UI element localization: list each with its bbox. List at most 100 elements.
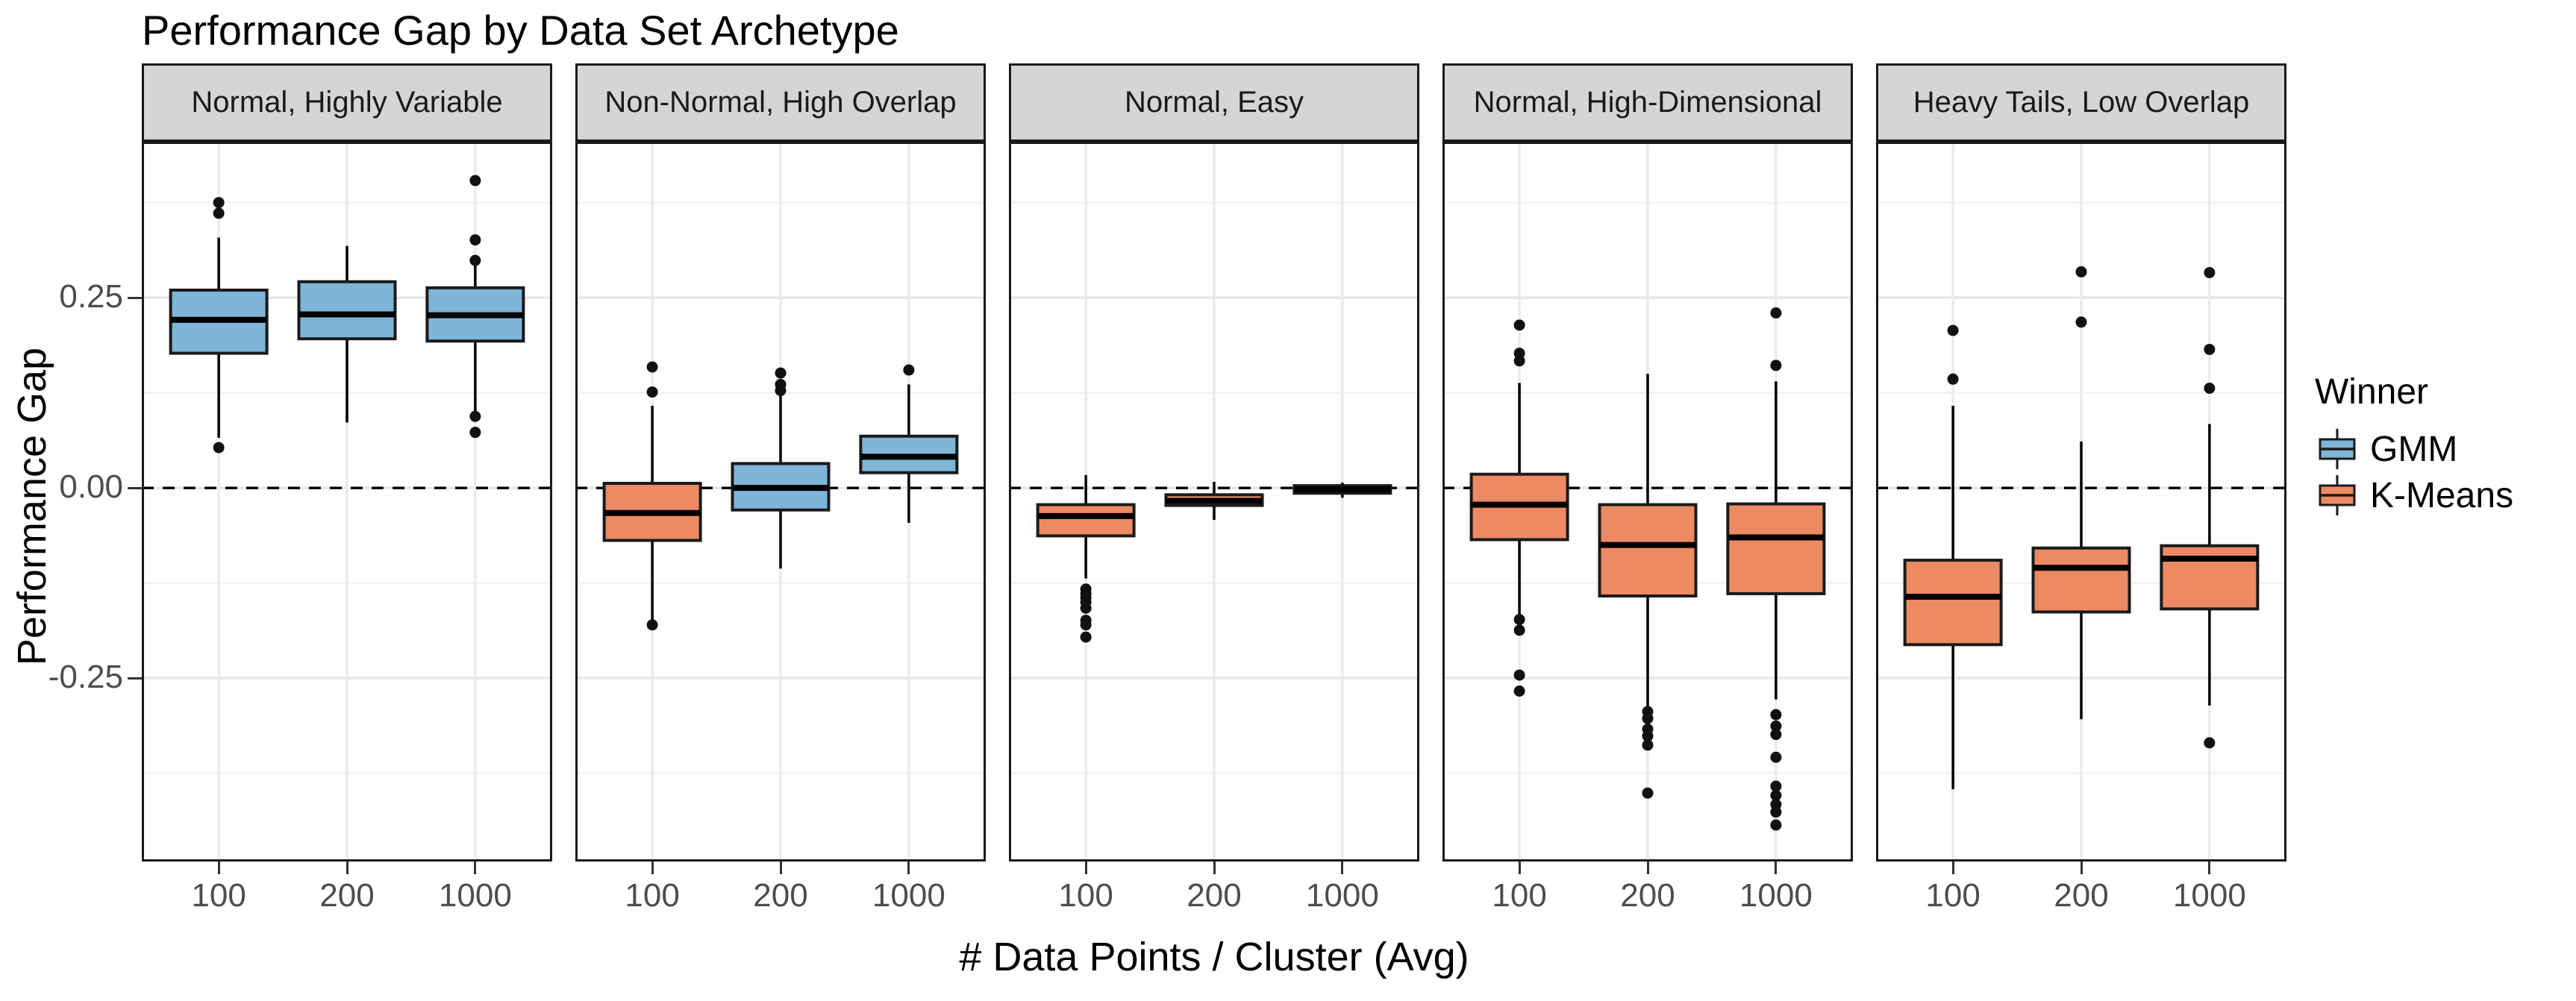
facet-panel-2: Normal, Easy: [1009, 63, 1419, 862]
outlier-point: [2204, 343, 2216, 355]
y-tick-label: -0.25: [48, 659, 123, 696]
x-tick-mark: [907, 862, 910, 874]
facet-plot-area: [575, 142, 986, 862]
x-tick-label: 100: [191, 877, 246, 914]
chart-title: Performance Gap by Data Set Archetype: [142, 7, 899, 54]
outlier-point: [1947, 324, 1959, 336]
panel-border: [575, 142, 986, 862]
panel-border: [1442, 142, 1853, 862]
panel-border: [1876, 142, 2286, 862]
outlier-point: [469, 234, 481, 246]
boxplot-key-icon: [2319, 475, 2356, 515]
outlier-point: [1770, 751, 1782, 763]
facet-header: Non-Normal, High Overlap: [575, 63, 986, 142]
x-tick-mark: [2208, 862, 2211, 874]
x-tick-mark: [1775, 862, 1778, 874]
legend: Winner GMM K-Means: [2315, 371, 2575, 518]
facet-header-label: Heavy Tails, Low Overlap: [1913, 86, 2250, 119]
facet-header: Normal, Highly Variable: [142, 63, 552, 142]
y-tick-mark: [128, 486, 142, 489]
facet-panel-0: Normal, Highly Variable: [142, 63, 552, 862]
boxplot-key-icon: [2319, 429, 2356, 469]
x-tick-mark: [1341, 862, 1344, 874]
x-tick-mark: [1213, 862, 1216, 874]
x-tick-label: 1000: [2172, 877, 2246, 914]
iqr-box: [1598, 503, 1698, 597]
x-tick-mark: [346, 862, 348, 874]
outlier-point: [1513, 669, 1525, 681]
outlier-point: [1080, 631, 1092, 643]
outlier-point: [1770, 729, 1782, 741]
x-tick-label: 1000: [872, 877, 945, 914]
legend-entry-gmm: GMM: [2315, 426, 2575, 472]
outlier-point: [213, 442, 225, 454]
y-tick-mark: [128, 296, 142, 299]
y-tick-label: 0.00: [59, 468, 123, 506]
iqr-box: [2160, 544, 2260, 611]
iqr-box: [1726, 502, 1826, 595]
outlier-point: [646, 386, 658, 398]
x-tick-label: 200: [2054, 877, 2109, 914]
facet-header-label: Normal, Easy: [1124, 86, 1304, 119]
outlier-point: [469, 254, 481, 266]
x-tick-label: 200: [319, 877, 375, 914]
x-tick-mark: [1646, 862, 1649, 874]
outlier-point: [2204, 266, 2216, 278]
outlier-point: [646, 619, 658, 631]
x-tick-label: 200: [753, 877, 808, 914]
outlier-point: [1770, 360, 1782, 371]
x-tick-label: 1000: [438, 877, 512, 914]
x-tick-label: 200: [1620, 877, 1675, 914]
outlier-point: [1770, 780, 1782, 792]
outlier-point: [903, 364, 915, 376]
outlier-point: [775, 385, 787, 397]
outlier-point: [2075, 266, 2087, 277]
outlier-point: [1080, 619, 1092, 631]
outlier-point: [1080, 602, 1092, 614]
x-tick-mark: [217, 862, 220, 874]
legend-title: Winner: [2315, 372, 2429, 412]
outlier-point: [775, 367, 787, 379]
outlier-point: [1513, 624, 1525, 636]
facet-panel-1: Non-Normal, High Overlap: [575, 63, 986, 862]
x-tick-mark: [474, 862, 477, 874]
outlier-point: [1642, 739, 1654, 751]
x-axis-title: # Data Points / Cluster (Avg): [959, 935, 1469, 979]
facet-header: Normal, High-Dimensional: [1442, 63, 1853, 142]
legend-label: GMM: [2370, 429, 2458, 469]
outlier-point: [2075, 316, 2087, 328]
outlier-point: [1513, 319, 1525, 331]
panel-border: [142, 142, 552, 862]
x-tick-mark: [1518, 862, 1521, 874]
outlier-point: [1513, 614, 1525, 626]
legend-entry-kmeans: K-Means: [2315, 472, 2575, 518]
outlier-point: [1947, 373, 1959, 385]
y-tick-label: 0.25: [59, 278, 123, 316]
x-tick-label: 100: [625, 877, 680, 914]
outlier-point: [2204, 383, 2216, 395]
outlier-point: [469, 410, 481, 422]
facet-plot-area: [1442, 142, 1853, 862]
outlier-point: [213, 197, 225, 209]
outlier-point: [1770, 307, 1782, 319]
outlier-point: [469, 175, 481, 186]
outlier-point: [1770, 819, 1782, 831]
x-tick-mark: [1951, 862, 1954, 874]
x-tick-label: 100: [1925, 877, 1981, 914]
facet-header-label: Normal, Highly Variable: [191, 86, 503, 119]
facet-panel-4: Heavy Tails, Low Overlap: [1876, 63, 2286, 862]
outlier-point: [213, 207, 225, 219]
facet-panel-3: Normal, High-Dimensional: [1442, 63, 1853, 862]
facet-plot-area: [142, 142, 552, 862]
facet-header: Normal, Easy: [1009, 63, 1419, 142]
outlier-point: [469, 427, 481, 439]
x-tick-label: 200: [1187, 877, 1242, 914]
iqr-box: [2031, 546, 2131, 614]
outlier-point: [1513, 355, 1525, 367]
iqr-box: [1903, 559, 2003, 647]
facet-header-label: Normal, High-Dimensional: [1473, 86, 1822, 119]
facet-header: Heavy Tails, Low Overlap: [1876, 63, 2286, 142]
facet-plot-area: [1876, 142, 2286, 862]
x-tick-label: 1000: [1739, 877, 1813, 914]
